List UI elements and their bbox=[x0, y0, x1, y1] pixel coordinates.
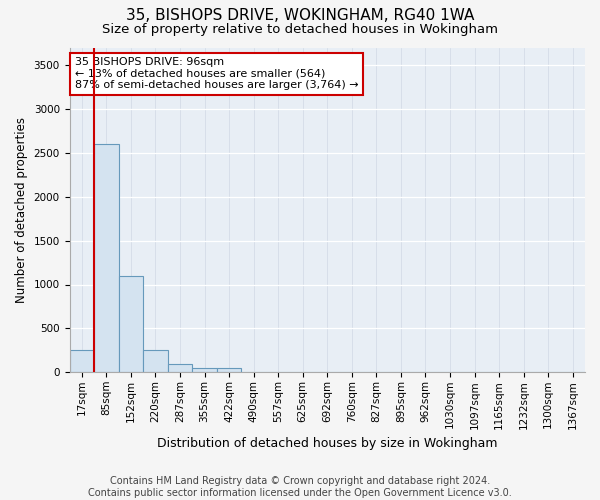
Bar bbox=[70, 350, 94, 372]
Y-axis label: Number of detached properties: Number of detached properties bbox=[15, 117, 28, 303]
Text: Size of property relative to detached houses in Wokingham: Size of property relative to detached ho… bbox=[102, 22, 498, 36]
Bar bbox=[94, 144, 119, 372]
Bar bbox=[168, 364, 192, 372]
Bar bbox=[143, 350, 168, 372]
X-axis label: Distribution of detached houses by size in Wokingham: Distribution of detached houses by size … bbox=[157, 437, 497, 450]
Text: 35, BISHOPS DRIVE, WOKINGHAM, RG40 1WA: 35, BISHOPS DRIVE, WOKINGHAM, RG40 1WA bbox=[126, 8, 474, 22]
Bar bbox=[217, 368, 241, 372]
Bar bbox=[192, 368, 217, 372]
Text: Contains HM Land Registry data © Crown copyright and database right 2024.
Contai: Contains HM Land Registry data © Crown c… bbox=[88, 476, 512, 498]
Text: 35 BISHOPS DRIVE: 96sqm
← 13% of detached houses are smaller (564)
87% of semi-d: 35 BISHOPS DRIVE: 96sqm ← 13% of detache… bbox=[74, 57, 358, 90]
Bar bbox=[119, 276, 143, 372]
